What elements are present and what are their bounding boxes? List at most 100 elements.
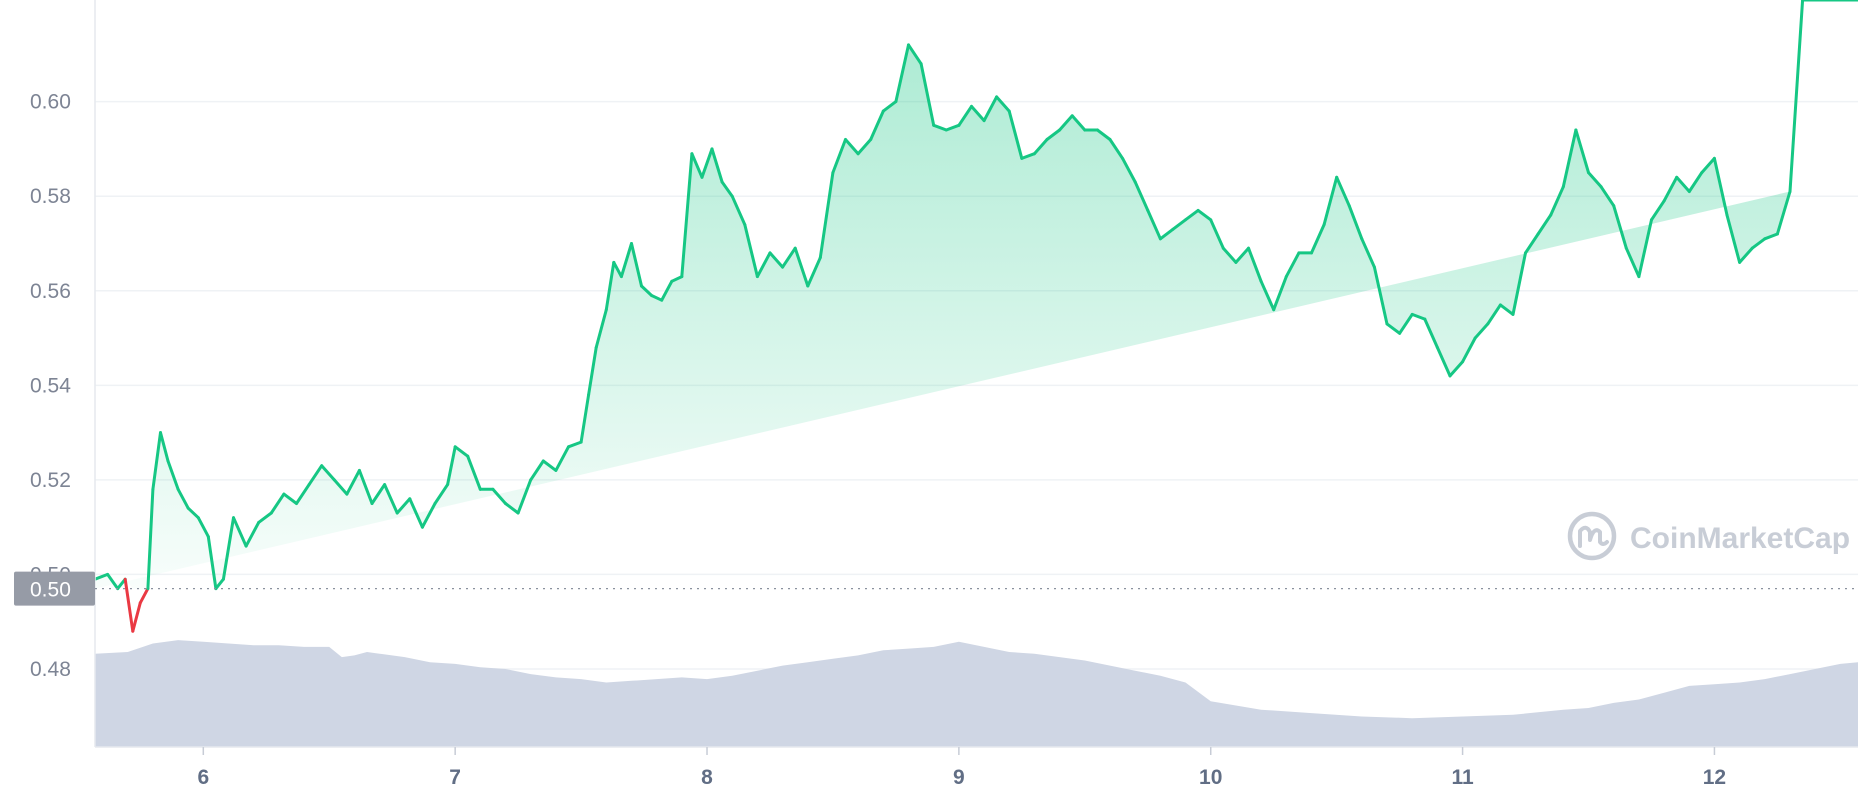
price-segment [1788, 0, 1805, 193]
price-segment [567, 440, 583, 449]
baseline-label: 0.50 [30, 579, 71, 602]
baseline-badge [14, 571, 95, 606]
price-segment [1184, 208, 1200, 222]
price-segment [1775, 190, 1792, 236]
watermark: CoinMarketCap [1567, 511, 1850, 561]
price-segment [1322, 175, 1339, 227]
price-segment [106, 572, 120, 591]
price-segment [408, 497, 424, 529]
price-segment [768, 251, 785, 269]
price-segment [257, 511, 273, 524]
x-tick-label: 7 [449, 766, 461, 789]
price-segment [856, 138, 873, 156]
price-segment [1687, 171, 1704, 193]
price-segment [1549, 185, 1565, 217]
price-segment [1675, 175, 1691, 193]
price-segment [831, 138, 847, 175]
price-segment [1524, 232, 1540, 255]
y-tick-label: 0.52 [30, 469, 71, 492]
price-segment [1272, 275, 1288, 312]
price-segment [1712, 156, 1729, 217]
price-segment [995, 95, 1011, 113]
price-segment [1032, 138, 1049, 156]
price-segment [1650, 199, 1666, 222]
price-segment [1574, 128, 1590, 175]
price-segment [650, 294, 664, 302]
price-segment [554, 445, 570, 472]
x-tick-label: 8 [701, 766, 713, 789]
x-tick-label: 9 [953, 766, 965, 789]
price-segment [1196, 208, 1213, 222]
y-tick-label: 0.56 [30, 280, 71, 303]
price-segment [206, 535, 218, 591]
price-segment [594, 308, 608, 349]
price-segment [1738, 246, 1754, 264]
price-segment [700, 147, 714, 179]
price-segment [504, 502, 520, 515]
price-area-fill [95, 44, 1790, 589]
price-segment [244, 520, 261, 548]
price-segment [446, 445, 457, 487]
price-segment [176, 487, 190, 510]
price-segment [1561, 128, 1578, 189]
price-segment [793, 246, 810, 288]
price-line[interactable] [93, 0, 1858, 633]
price-segment [579, 393, 591, 444]
price-segment [196, 516, 210, 539]
price-segment [680, 152, 694, 279]
price-segment [357, 468, 374, 505]
price-segment [1435, 346, 1452, 378]
price-segment [1347, 204, 1364, 241]
price-segment [466, 454, 482, 491]
price-segment [1095, 128, 1112, 141]
price-segment [982, 95, 999, 123]
axes: 0.48 0.50 0.52 0.54 0.56 0.58 0.60 6 7 8 9 10 11 12 [30, 0, 1858, 789]
price-segment [755, 251, 772, 279]
price-segment [881, 100, 898, 113]
y-tick-label: 0.48 [30, 658, 71, 681]
price-segment [818, 171, 835, 260]
price-segment [604, 260, 616, 312]
price-segment [932, 123, 948, 132]
x-tick-label: 10 [1199, 766, 1222, 789]
price-segment [420, 502, 437, 529]
price-segment [1121, 156, 1137, 184]
price-segment [138, 587, 150, 605]
price-segment [1259, 279, 1276, 312]
price-segment [269, 492, 286, 515]
price-segment [295, 483, 311, 505]
price-segment [1146, 208, 1162, 241]
price-segment [383, 483, 399, 515]
price-segment [320, 464, 336, 482]
x-tick-label: 12 [1703, 766, 1726, 789]
price-segment [1070, 114, 1087, 132]
price-segment [1473, 322, 1490, 340]
price-segment [433, 483, 450, 505]
price-segment [1171, 218, 1187, 231]
price-segment [166, 459, 180, 491]
price-segment [844, 138, 860, 156]
price-segment [123, 577, 135, 633]
price-segment [907, 43, 923, 66]
price-segment [781, 246, 797, 269]
baseline: 0.50 [14, 571, 1858, 606]
price-segment [1511, 251, 1527, 316]
price-segment [370, 483, 387, 505]
price-segment [1007, 109, 1024, 160]
price-segment [516, 478, 533, 515]
price-segment [529, 459, 545, 482]
price-segment [491, 487, 507, 505]
price-segment [232, 516, 248, 548]
price-segment [1662, 175, 1679, 203]
price-segment [710, 147, 724, 184]
price-segment [1058, 114, 1074, 132]
price-segment [640, 284, 654, 297]
price-segment [1247, 246, 1263, 283]
price-area [95, 44, 1790, 589]
price-segment [1385, 322, 1402, 335]
price-segment [1133, 180, 1150, 212]
price-segment [1398, 312, 1414, 335]
price-segment [612, 260, 623, 279]
price-segment [345, 468, 361, 496]
